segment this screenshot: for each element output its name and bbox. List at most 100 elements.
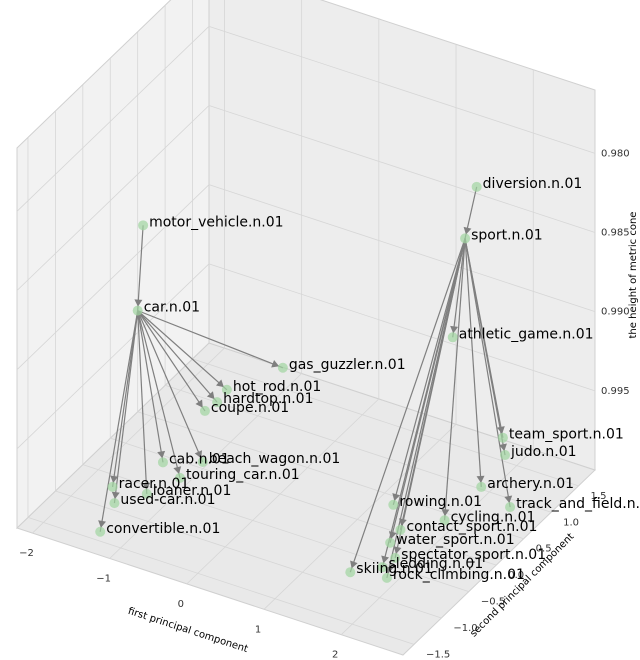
point-label: cab.n.01 — [169, 451, 230, 467]
edge — [99, 310, 139, 532]
z-grid-line — [208, 263, 596, 392]
edge — [464, 238, 506, 456]
points — [95, 181, 516, 583]
arrowhead — [134, 299, 143, 307]
point — [221, 384, 232, 395]
point — [385, 537, 396, 548]
point-label: used-car.n.01 — [120, 492, 215, 508]
y-tick-label: −1.0 — [453, 623, 477, 634]
point — [141, 488, 152, 499]
z-grid-line — [16, 184, 210, 370]
point — [197, 456, 208, 467]
point — [505, 502, 516, 513]
point — [377, 562, 388, 573]
arrowhead — [195, 399, 203, 408]
point — [476, 481, 487, 492]
y-tick-label: −1.5 — [426, 649, 450, 660]
point-label: motor_vehicle.n.01 — [149, 214, 283, 230]
point-label: hot_rod.n.01 — [233, 379, 321, 395]
point — [395, 524, 406, 535]
y-tick-label: 0.0 — [508, 570, 524, 581]
y-grid-line — [164, 384, 552, 513]
arrowhead — [271, 360, 280, 368]
point-label: sledding.n.01 — [388, 556, 483, 572]
y-tick-label: 1.0 — [563, 517, 579, 528]
point — [107, 481, 118, 492]
x-grid-line — [340, 449, 534, 635]
x-tick-label: 1 — [255, 624, 261, 635]
arrowhead — [499, 443, 507, 452]
point — [460, 233, 471, 244]
point-label: coupe.n.01 — [211, 400, 289, 416]
point-label: diversion.n.01 — [483, 176, 583, 192]
arrowhead — [206, 391, 215, 400]
arrowhead — [463, 226, 472, 235]
point-label: skiing.n.01 — [356, 561, 433, 577]
edge — [137, 310, 164, 463]
arrowhead — [441, 508, 450, 517]
point-label: archery.n.01 — [487, 476, 574, 492]
arrowhead — [392, 493, 401, 501]
y-grid-line — [55, 490, 442, 619]
arrowhead — [504, 495, 513, 504]
x-tick-label: 2 — [332, 650, 338, 660]
z-tick-label: 0.990 — [601, 307, 630, 318]
point — [95, 526, 106, 537]
point — [388, 499, 399, 510]
z-grid-line — [208, 105, 596, 233]
point — [132, 305, 143, 316]
arrowhead — [385, 566, 394, 574]
point-label: loaner.n.01 — [153, 483, 232, 499]
point — [381, 572, 392, 583]
y-tick-label: 0.5 — [536, 544, 552, 555]
edge — [386, 238, 466, 578]
arrowhead — [157, 450, 166, 459]
x-tick-label: −1 — [96, 573, 111, 584]
x-grid-line — [186, 398, 380, 585]
back-pane — [208, 0, 596, 471]
z-axis-title: the height of metric cone — [628, 212, 639, 339]
point-label: spectator_sport.n.01 — [401, 547, 546, 563]
edge — [137, 310, 284, 369]
x-tick-label: −2 — [19, 548, 34, 559]
x-grid-line — [32, 347, 225, 534]
point — [390, 552, 401, 563]
point-label: gas_guzzler.n.01 — [289, 357, 406, 373]
arrowhead — [111, 491, 120, 500]
point-label: team_sport.n.01 — [509, 427, 624, 443]
point-label: touring_car.n.01 — [186, 467, 300, 483]
labels: motor_vehicle.n.01 car.n.01 gas_guzzler.n.… — [106, 176, 640, 583]
point-label: beach_wagon.n.01 — [209, 451, 341, 467]
arrowhead — [381, 555, 390, 564]
z-tick-label: 0.995 — [601, 386, 630, 397]
edge — [113, 310, 139, 504]
point-label: track_and_field.n.01 — [516, 496, 640, 512]
x-grid-line — [263, 423, 457, 610]
left-pane — [16, 0, 210, 530]
edge — [137, 310, 228, 391]
grid: −2 −1 0 1 2 −1.5 −1.0 −0.5 0.0 0.5 1.0 1.5 0.980 0.98… — [16, 0, 630, 660]
point — [277, 362, 288, 373]
edge — [464, 238, 511, 508]
point — [447, 332, 458, 343]
x-tick-label: 0 — [178, 599, 184, 610]
point-label: car.n.01 — [144, 300, 200, 316]
edge — [137, 310, 218, 403]
edge — [112, 310, 139, 487]
edge — [137, 310, 204, 463]
arrowhead — [98, 520, 107, 528]
edge — [392, 238, 466, 505]
y-grid-line — [192, 358, 579, 487]
z-tick-label: 0.985 — [601, 228, 630, 239]
point — [109, 498, 120, 509]
point — [497, 432, 508, 443]
arrowhead — [393, 546, 402, 554]
edge — [464, 238, 482, 487]
arrowhead — [173, 466, 182, 474]
point-label: convertible.n.01 — [106, 521, 220, 537]
edge — [137, 310, 148, 494]
y-grid-line — [137, 411, 524, 540]
point — [212, 397, 223, 408]
point-label: judo.n.01 — [510, 444, 577, 460]
